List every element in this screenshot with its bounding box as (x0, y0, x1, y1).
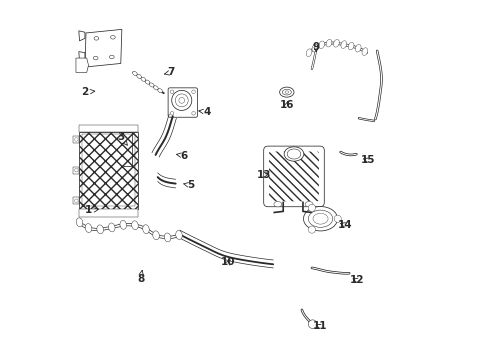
Circle shape (179, 98, 184, 103)
Circle shape (191, 112, 195, 115)
Ellipse shape (158, 89, 162, 93)
Bar (79, 209, 138, 217)
Circle shape (74, 168, 78, 172)
Circle shape (308, 204, 315, 211)
Bar (73, 136, 79, 143)
Circle shape (74, 199, 78, 203)
Ellipse shape (347, 42, 353, 50)
Ellipse shape (318, 41, 324, 49)
Ellipse shape (340, 41, 346, 48)
Ellipse shape (312, 213, 327, 224)
Ellipse shape (97, 225, 103, 234)
FancyBboxPatch shape (168, 88, 197, 117)
Ellipse shape (279, 87, 293, 97)
Ellipse shape (137, 74, 141, 78)
Text: 10: 10 (221, 257, 235, 267)
Ellipse shape (153, 86, 158, 90)
Ellipse shape (110, 36, 115, 39)
Ellipse shape (164, 233, 170, 242)
Text: 1: 1 (85, 206, 98, 216)
Ellipse shape (94, 37, 99, 40)
Ellipse shape (142, 225, 149, 234)
Circle shape (191, 90, 195, 94)
Text: 13: 13 (257, 170, 271, 180)
Text: 12: 12 (349, 275, 364, 285)
Text: 9: 9 (312, 42, 319, 52)
Text: 7: 7 (164, 67, 174, 77)
Ellipse shape (311, 44, 317, 52)
Polygon shape (76, 58, 88, 72)
Text: 4: 4 (199, 107, 210, 117)
Text: 5: 5 (183, 180, 194, 190)
Bar (81, 134, 135, 206)
Circle shape (170, 112, 174, 115)
Ellipse shape (273, 202, 281, 207)
Ellipse shape (109, 55, 114, 59)
Circle shape (175, 94, 188, 107)
Circle shape (170, 90, 174, 94)
Ellipse shape (303, 207, 337, 231)
Ellipse shape (325, 39, 331, 47)
Bar (79, 125, 138, 132)
Text: 2: 2 (81, 87, 95, 97)
Circle shape (171, 90, 191, 111)
Circle shape (308, 226, 315, 233)
Ellipse shape (145, 80, 149, 84)
Ellipse shape (175, 230, 182, 239)
Bar (79, 132, 138, 209)
FancyBboxPatch shape (263, 146, 324, 207)
Text: 8: 8 (137, 270, 144, 284)
Ellipse shape (305, 202, 312, 207)
Ellipse shape (152, 231, 159, 240)
Ellipse shape (284, 147, 303, 161)
Circle shape (74, 138, 78, 141)
Ellipse shape (285, 91, 288, 93)
Bar (73, 197, 79, 204)
Ellipse shape (333, 40, 339, 47)
Circle shape (308, 320, 316, 328)
Ellipse shape (286, 149, 300, 159)
Polygon shape (85, 30, 122, 67)
Text: 11: 11 (312, 321, 326, 331)
Ellipse shape (131, 221, 138, 230)
Ellipse shape (85, 224, 92, 233)
FancyBboxPatch shape (268, 152, 318, 201)
Text: 16: 16 (279, 100, 293, 110)
Ellipse shape (141, 77, 145, 81)
Ellipse shape (132, 71, 137, 76)
Polygon shape (79, 51, 85, 62)
Circle shape (333, 215, 341, 222)
Ellipse shape (308, 210, 332, 227)
Ellipse shape (149, 83, 154, 87)
Ellipse shape (108, 223, 115, 232)
Ellipse shape (93, 56, 98, 60)
Ellipse shape (282, 89, 291, 95)
Ellipse shape (76, 218, 82, 227)
Text: 3: 3 (117, 132, 127, 145)
Ellipse shape (120, 220, 126, 229)
Polygon shape (79, 31, 85, 41)
Ellipse shape (355, 44, 360, 52)
Text: 6: 6 (176, 150, 187, 161)
Ellipse shape (361, 48, 367, 55)
Ellipse shape (305, 49, 311, 57)
Text: 14: 14 (337, 220, 351, 230)
Bar (73, 167, 79, 174)
Text: 15: 15 (360, 155, 375, 165)
